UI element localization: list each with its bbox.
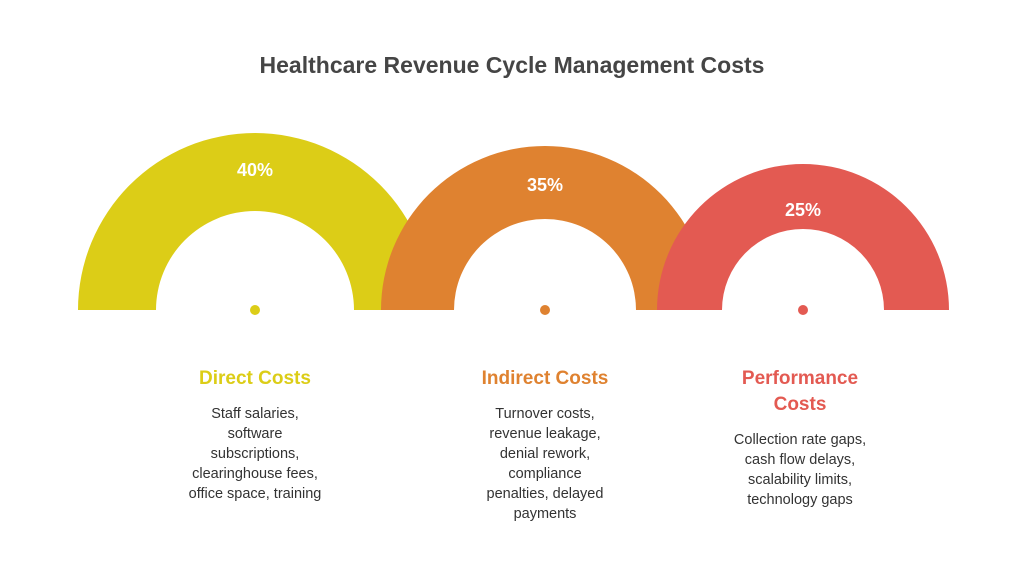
center-dot-performance-costs [798, 305, 808, 315]
arc-direct-costs [78, 133, 432, 310]
percent-label-performance-costs: 25% [785, 200, 821, 220]
heading-direct-costs-text: Direct Costs [199, 368, 311, 389]
description-line: denial rework, [499, 446, 591, 462]
description-line: subscriptions, [210, 446, 300, 462]
heading-direct-costs: Direct Costs [155, 366, 355, 392]
description-line: technology gaps [747, 492, 853, 508]
heading-performance-costs-line-2: Costs [773, 394, 827, 415]
description-line: clearinghouse fees, [192, 466, 318, 482]
diagram-title: Healthcare Revenue Cycle Management Cost… [259, 52, 765, 78]
description-line: Turnover costs, [495, 406, 595, 422]
percent-label-direct-costs: 40% [237, 160, 273, 180]
center-dot-indirect-costs [540, 305, 550, 315]
description-line: cash flow delays, [744, 452, 856, 468]
arc-performance-costs [657, 164, 949, 310]
description-direct-costs: Staff salaries, software subscriptions, … [145, 404, 365, 504]
description-indirect-costs: Turnover costs, revenue leakage, denial … [435, 404, 655, 524]
description-performance-costs: Collection rate gaps, cash flow delays, … [690, 430, 910, 510]
center-dot-direct-costs [250, 305, 260, 315]
heading-performance-costs-line-1: Performance [741, 368, 859, 389]
description-line: revenue leakage, [489, 426, 601, 442]
description-line: compliance [508, 466, 582, 482]
heading-performance-costs: Performance Costs [700, 366, 900, 418]
heading-indirect-costs: Indirect Costs [445, 366, 645, 392]
percent-label-indirect-costs: 35% [527, 175, 563, 195]
description-line: payments [513, 506, 577, 522]
description-line: scalability limits, [748, 472, 852, 488]
description-line: software [227, 426, 283, 442]
description-line: office space, training [188, 486, 322, 502]
description-line: penalties, delayed [486, 486, 604, 502]
description-line: Collection rate gaps, [733, 432, 867, 448]
arc-indirect-costs [381, 146, 709, 310]
heading-indirect-costs-text: Indirect Costs [481, 368, 609, 389]
description-line: Staff salaries, [211, 406, 299, 422]
